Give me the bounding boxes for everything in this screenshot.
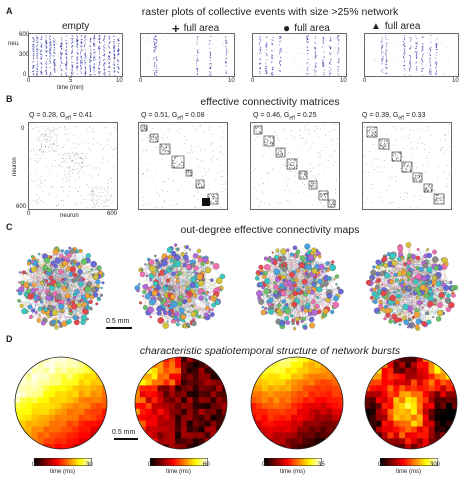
matrix-tick-600: 600 — [16, 204, 27, 210]
raster-plot-circle — [252, 33, 347, 77]
scale-bar-c — [106, 327, 132, 329]
burst-heatmap-4 — [364, 356, 458, 450]
colorbar-1-min: 0 — [32, 462, 36, 468]
condition-label-plus: + full area — [172, 21, 220, 36]
colorbar-2-max: 60 — [203, 462, 210, 468]
burst-heatmap-1 — [14, 356, 108, 450]
matrix-stats-3: Q = 0.46, Geff = 0.25 — [253, 112, 317, 122]
panel-c-title: out-degree effective connectivity maps — [180, 224, 360, 236]
colorbar-4-label: time (ms) — [396, 469, 421, 475]
scale-bar-d-label: 0.5 mm — [112, 429, 136, 436]
connectivity-map-2 — [134, 243, 226, 329]
colorbar-2 — [150, 453, 209, 466]
raster-x-tick-10: 10 — [116, 78, 123, 84]
raster-x-tick-0: 0 — [27, 78, 31, 84]
connectivity-map-3 — [254, 243, 344, 331]
colorbar-4 — [380, 453, 439, 466]
raster-x-tick-0: 0 — [139, 78, 143, 84]
raster-x-tick-10: 10 — [452, 78, 459, 84]
connectivity-map-1 — [16, 246, 105, 330]
raster-x-tick-0: 0 — [363, 78, 367, 84]
raster-y-tick-0: 0 — [23, 72, 27, 78]
colorbar-1-max: 30 — [86, 462, 93, 468]
colorbar-2-min: 0 — [148, 462, 152, 468]
condition-label-circle: ● full area — [283, 21, 330, 35]
panel-d-title: characteristic spatiotemporal structure … — [139, 345, 401, 357]
panel-letter-c: C — [6, 222, 13, 232]
colorbar-3 — [264, 453, 323, 466]
colorbar-4-max: 300 — [430, 462, 441, 468]
raster-x-tick-10: 10 — [340, 78, 347, 84]
panel-a-title: raster plots of collective events with s… — [141, 6, 399, 18]
connectivity-matrix-3 — [250, 122, 340, 210]
raster-y-tick-600: 600 — [19, 32, 30, 38]
raster-y-axis-label: neu. — [8, 41, 20, 47]
connectivity-matrix-2 — [138, 122, 228, 210]
colorbar-4-min: 0 — [378, 462, 382, 468]
matrix-stats-1: Q = 0.28, Geff = 0.41 — [29, 112, 93, 122]
panel-letter-b: B — [6, 94, 13, 104]
connectivity-matrix-4 — [362, 122, 452, 210]
matrix-tick-0: 0 — [21, 126, 25, 132]
colorbar-3-label: time (ms) — [280, 469, 305, 475]
burst-heatmap-3 — [250, 356, 344, 450]
colorbar-1 — [34, 453, 93, 466]
raster-x-axis-label: time (min) — [57, 85, 84, 91]
triangle-icon: ▲ — [371, 21, 381, 32]
raster-plot-plus — [140, 33, 235, 77]
matrix-stats-4: Q = 0.39, Geff = 0.33 — [362, 112, 426, 122]
scale-bar-c-label: 0.5 mm — [106, 318, 130, 325]
matrix-x-tick-0: 0 — [27, 211, 31, 217]
matrix-stats-2: Q = 0.51, Geff = 0.08 — [141, 112, 205, 122]
raster-plot-triangle — [364, 33, 459, 77]
condition-label-empty: empty — [62, 21, 90, 32]
colorbar-3-max: 35 — [318, 462, 325, 468]
panel-letter-a: A — [6, 6, 13, 16]
panel-letter-d: D — [6, 334, 13, 344]
raster-plot-empty — [28, 33, 123, 77]
colorbar-3-min: 0 — [262, 462, 266, 468]
circle-icon: ● — [283, 21, 291, 35]
connectivity-map-4 — [365, 242, 459, 331]
plus-icon: + — [172, 21, 180, 36]
raster-x-tick-10: 10 — [228, 78, 235, 84]
raster-y-tick-300: 300 — [19, 52, 30, 58]
burst-heatmap-2 — [134, 356, 228, 450]
colorbar-1-label: time (ms) — [50, 469, 75, 475]
condition-label-triangle: ▲ full area — [371, 21, 421, 32]
matrix-x-axis-label: neuron — [60, 213, 79, 219]
scale-bar-d — [114, 438, 138, 440]
panel-b-title: effective connectivity matrices — [200, 96, 340, 108]
connectivity-matrix-1 — [28, 122, 118, 210]
matrix-x-tick-600: 600 — [107, 211, 118, 217]
matrix-y-axis-label: neuron — [12, 157, 18, 176]
colorbar-2-label: time (ms) — [166, 469, 191, 475]
raster-x-tick-0: 0 — [251, 78, 255, 84]
raster-x-tick-5: 5 — [69, 78, 73, 84]
